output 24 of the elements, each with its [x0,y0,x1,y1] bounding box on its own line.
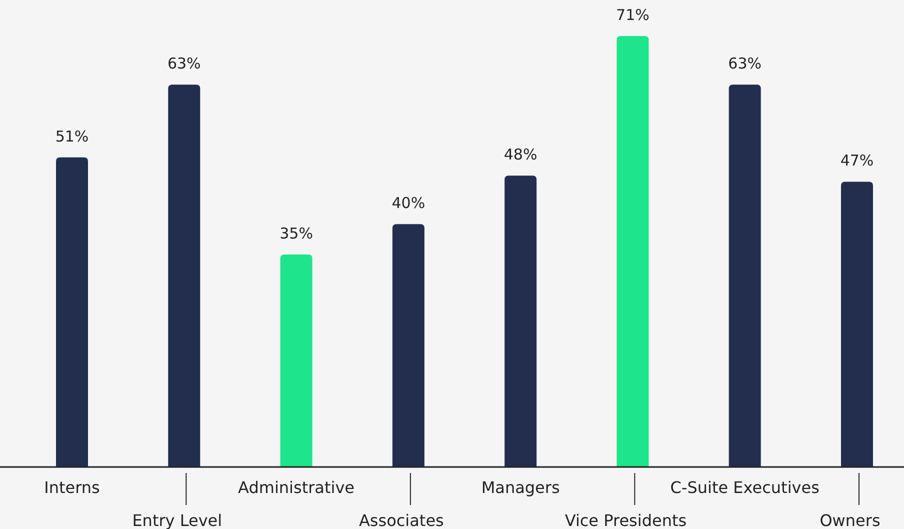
data-label: 48% [504,146,538,164]
x-tick-label: Vice Presidents [564,511,687,529]
x-tick-label: Owners [820,511,880,529]
data-label: 40% [392,194,426,212]
bar [168,84,200,467]
x-tick-label: Associates [358,511,444,529]
data-label: 63% [167,54,201,73]
x-tick-label: Entry Level [132,511,222,529]
x-tick-label: Administrative [238,478,355,497]
bar [504,176,537,467]
data-label: 63% [728,54,762,73]
bar [392,224,424,467]
bar [616,36,649,467]
data-label: 35% [280,224,313,243]
bar [728,84,761,467]
data-label: 51% [55,127,89,146]
data-label: 71% [616,6,650,24]
x-tick-label: Managers [481,478,560,497]
x-tick-label: C-Suite Executives [670,478,820,497]
bar [841,182,873,467]
bar [280,254,312,467]
x-tick-label: Interns [44,478,100,497]
bar [56,157,88,467]
data-label: 47% [840,152,874,170]
